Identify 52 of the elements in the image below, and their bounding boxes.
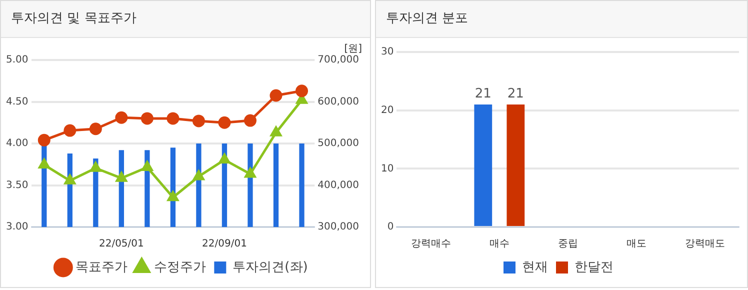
x-tick-label: 매수: [489, 238, 510, 250]
y2-tick-label: 700,000: [318, 54, 360, 66]
y-tick-label: 0: [387, 222, 394, 233]
y2-tick-label: 500,000: [318, 138, 360, 150]
data-label: 21: [507, 86, 524, 102]
point: [192, 114, 205, 128]
legend-label: 투자의견(좌): [232, 260, 308, 275]
chart-title: 투자의견 분포: [376, 1, 747, 38]
y-tick-label: 3.50: [6, 180, 28, 191]
point: [64, 124, 76, 137]
chart-title: 투자의견 및 목표주가: [1, 1, 370, 38]
point: [270, 89, 282, 102]
y-tick-label: 3.00: [6, 222, 28, 233]
legend-label: 한달전: [574, 260, 614, 275]
point: [218, 116, 231, 129]
x-tick-label: 강력매도: [684, 238, 725, 250]
point: [270, 126, 282, 136]
point: [193, 170, 204, 180]
point: [166, 112, 180, 125]
y-tick-label: 4.00: [6, 138, 28, 150]
legend-label: 현재: [522, 260, 548, 275]
point: [38, 134, 50, 146]
y-tick-label: 4.50: [6, 96, 28, 108]
point: [140, 112, 154, 125]
point: [38, 158, 50, 169]
y-tick-label: 5.00: [6, 54, 28, 66]
point: [244, 168, 256, 178]
legend-label: 수정주가: [154, 260, 206, 275]
y-tick-label: 20: [380, 104, 394, 116]
x-tick-label: 매도: [626, 238, 646, 250]
data-label: 21: [474, 86, 492, 102]
y-tick-label: 10: [380, 163, 394, 174]
y2-tick-label: 300,000: [318, 222, 360, 233]
x-tick-label: 22/05/01: [98, 238, 144, 250]
point: [115, 111, 128, 124]
point: [90, 162, 102, 172]
x-tick-label: 중립: [558, 238, 578, 250]
point: [296, 84, 308, 98]
point: [89, 122, 102, 136]
x-tick-label: 22/09/01: [202, 238, 247, 250]
point: [218, 154, 230, 164]
legend-label: 목표주가: [76, 260, 128, 275]
point: [116, 172, 128, 182]
y-tick-label: 30: [380, 46, 394, 58]
y2-tick-label: 600,000: [318, 96, 360, 108]
point: [64, 174, 76, 184]
point: [167, 191, 179, 202]
point: [244, 114, 256, 127]
y2-axis-title: [원]: [344, 44, 362, 55]
point: [142, 161, 153, 172]
x-tick-label: 강력매수: [410, 238, 451, 250]
y2-tick-label: 400,000: [318, 180, 360, 191]
